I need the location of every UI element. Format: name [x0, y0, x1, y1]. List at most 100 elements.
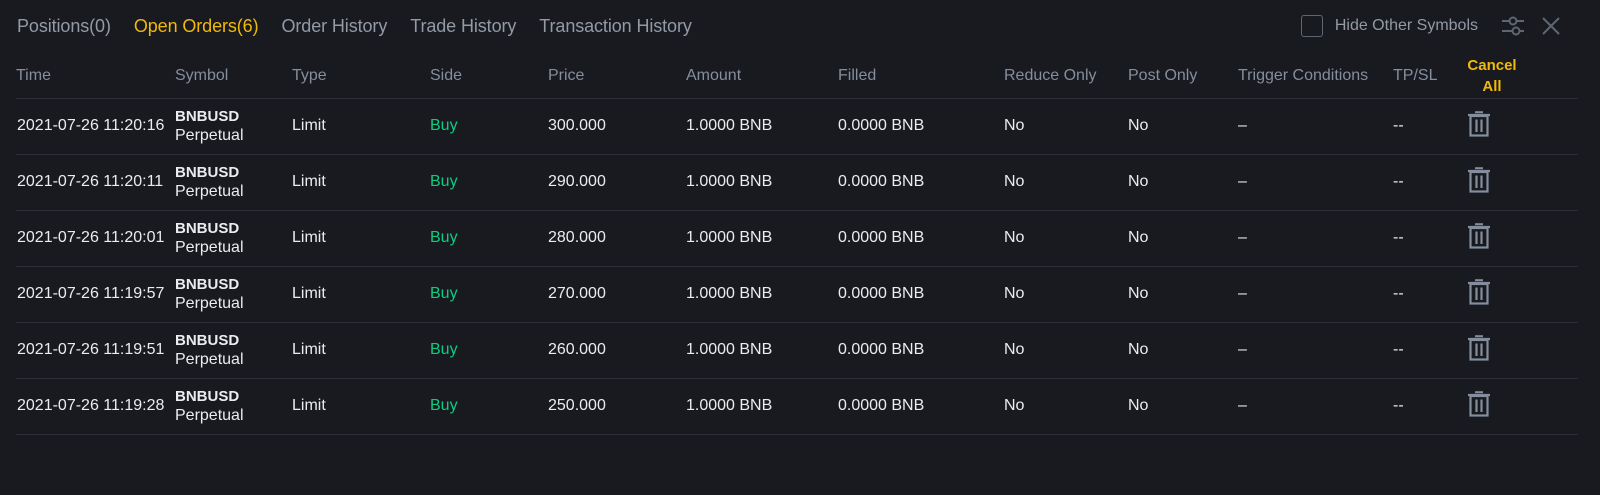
trash-icon	[1468, 390, 1490, 417]
tab-trade-history[interactable]: Trade History	[410, 15, 517, 36]
header-filled: Filled	[838, 55, 1004, 99]
sliders-icon	[1502, 16, 1524, 36]
order-tpsl: --	[1393, 378, 1464, 435]
order-symbol: BNBUSD Perpetual	[175, 378, 292, 435]
symbol-name: BNBUSD	[175, 219, 240, 237]
hide-other-symbols-checkbox[interactable]	[1300, 15, 1323, 37]
contract-type: Perpetual	[175, 294, 244, 312]
order-tpsl: --	[1393, 210, 1464, 267]
tab-positions[interactable]: Positions(0)	[17, 15, 111, 36]
header-tpsl: TP/SL	[1393, 55, 1464, 99]
header-price: Price	[548, 55, 686, 99]
order-type: Limit	[292, 266, 430, 323]
order-side: Buy	[430, 378, 548, 435]
hide-other-symbols-toggle[interactable]: Hide Other Symbols	[1300, 15, 1478, 37]
order-filled: 0.0000 BNB	[838, 154, 1004, 211]
cancel-order-cell	[1464, 266, 1578, 323]
trash-icon	[1468, 222, 1490, 249]
order-amount: 1.0000 BNB	[686, 98, 838, 155]
trash-icon	[1468, 110, 1490, 137]
table-row: 2021-07-26 11:20:01 BNBUSD Perpetual Lim…	[16, 210, 1578, 267]
cancel-order-button[interactable]	[1467, 390, 1491, 417]
header-type: Type	[292, 55, 430, 99]
cancel-order-cell	[1464, 98, 1578, 155]
order-price: 280.000	[548, 210, 686, 267]
cancel-order-cell	[1464, 154, 1578, 211]
order-trigger-conditions: –	[1238, 378, 1393, 435]
order-symbol: BNBUSD Perpetual	[175, 322, 292, 379]
order-post-only: No	[1128, 378, 1238, 435]
cancel-order-button[interactable]	[1467, 278, 1491, 305]
order-symbol: BNBUSD Perpetual	[175, 210, 292, 267]
order-side: Buy	[430, 154, 548, 211]
symbol-name: BNBUSD	[175, 275, 240, 293]
order-reduce-only: No	[1004, 266, 1128, 323]
order-filled: 0.0000 BNB	[838, 98, 1004, 155]
order-post-only: No	[1128, 266, 1238, 323]
order-time: 2021-07-26 11:19:57	[16, 266, 175, 323]
cancel-order-button[interactable]	[1467, 334, 1491, 361]
header-amount: Amount	[686, 55, 838, 99]
order-reduce-only: No	[1004, 154, 1128, 211]
order-price: 270.000	[548, 266, 686, 323]
cancel-all-label-line1: Cancel	[1467, 57, 1517, 75]
order-symbol: BNBUSD Perpetual	[175, 266, 292, 323]
symbol-name: BNBUSD	[175, 107, 240, 125]
order-tpsl: --	[1393, 322, 1464, 379]
symbol-name: BNBUSD	[175, 387, 240, 405]
order-trigger-conditions: –	[1238, 154, 1393, 211]
order-type: Limit	[292, 98, 430, 155]
order-price: 250.000	[548, 378, 686, 435]
close-icon	[1542, 17, 1560, 35]
order-amount: 1.0000 BNB	[686, 266, 838, 323]
symbol-name: BNBUSD	[175, 163, 240, 181]
tab-open-orders[interactable]: Open Orders(6)	[133, 15, 259, 36]
table-row: 2021-07-26 11:20:16 BNBUSD Perpetual Lim…	[16, 98, 1578, 155]
order-tpsl: --	[1393, 266, 1464, 323]
cancel-order-button[interactable]	[1467, 110, 1491, 137]
order-post-only: No	[1128, 154, 1238, 211]
cancel-order-cell	[1464, 378, 1578, 435]
order-tpsl: --	[1393, 98, 1464, 155]
order-post-only: No	[1128, 98, 1238, 155]
order-tpsl: --	[1393, 154, 1464, 211]
table-row: 2021-07-26 11:19:51 BNBUSD Perpetual Lim…	[16, 322, 1578, 379]
order-time: 2021-07-26 11:19:51	[16, 322, 175, 379]
close-button[interactable]	[1538, 13, 1564, 39]
order-type: Limit	[292, 322, 430, 379]
hide-other-symbols-label: Hide Other Symbols	[1334, 17, 1478, 34]
order-time: 2021-07-26 11:20:11	[16, 154, 175, 211]
cancel-order-button[interactable]	[1467, 166, 1491, 193]
header-post-only: Post Only	[1128, 55, 1238, 99]
settings-button[interactable]	[1500, 13, 1526, 39]
order-price: 300.000	[548, 98, 686, 155]
header-trigger-conditions: Trigger Conditions	[1238, 55, 1393, 99]
order-amount: 1.0000 BNB	[686, 322, 838, 379]
order-reduce-only: No	[1004, 322, 1128, 379]
order-trigger-conditions: –	[1238, 266, 1393, 323]
order-side: Buy	[430, 322, 548, 379]
tab-order-history[interactable]: Order History	[281, 15, 388, 36]
order-time: 2021-07-26 11:19:28	[16, 378, 175, 435]
order-side: Buy	[430, 266, 548, 323]
order-post-only: No	[1128, 210, 1238, 267]
tab-transaction-history[interactable]: Transaction History	[539, 15, 692, 36]
trash-icon	[1468, 334, 1490, 361]
order-trigger-conditions: –	[1238, 98, 1393, 155]
table-row: 2021-07-26 11:20:11 BNBUSD Perpetual Lim…	[16, 154, 1578, 211]
header-symbol: Symbol	[175, 55, 292, 99]
contract-type: Perpetual	[175, 350, 244, 368]
order-trigger-conditions: –	[1238, 210, 1393, 267]
table-row: 2021-07-26 11:19:57 BNBUSD Perpetual Lim…	[16, 266, 1578, 323]
order-symbol: BNBUSD Perpetual	[175, 98, 292, 155]
order-side: Buy	[430, 210, 548, 267]
cancel-order-button[interactable]	[1467, 222, 1491, 249]
order-type: Limit	[292, 210, 430, 267]
order-reduce-only: No	[1004, 210, 1128, 267]
order-type: Limit	[292, 378, 430, 435]
toolbar: Hide Other Symbols	[1300, 12, 1600, 40]
order-price: 290.000	[548, 154, 686, 211]
order-amount: 1.0000 BNB	[686, 154, 838, 211]
cancel-all-button[interactable]: Cancel All	[1464, 55, 1578, 99]
order-filled: 0.0000 BNB	[838, 266, 1004, 323]
